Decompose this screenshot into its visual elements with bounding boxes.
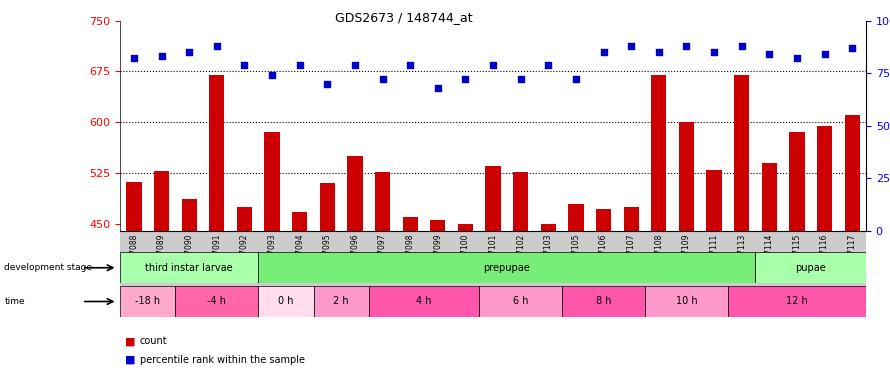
Bar — [541, 224, 556, 375]
Point — [431, 85, 445, 91]
Bar — [430, 220, 445, 375]
Point — [376, 76, 390, 82]
Bar — [120, 252, 258, 283]
Point — [651, 49, 666, 55]
Bar — [347, 156, 362, 375]
Text: -18 h: -18 h — [135, 297, 160, 306]
Point — [210, 43, 224, 49]
Point — [679, 43, 693, 49]
Point — [182, 49, 197, 55]
Bar — [126, 182, 142, 375]
Bar — [154, 171, 169, 375]
Bar — [679, 122, 694, 375]
Text: -4 h: -4 h — [207, 297, 226, 306]
Bar — [485, 166, 501, 375]
Text: pupae: pupae — [796, 263, 826, 273]
Bar — [569, 204, 584, 375]
Bar — [237, 207, 252, 375]
Text: prepupae: prepupae — [483, 263, 530, 273]
Bar — [651, 75, 667, 375]
Text: time: time — [4, 297, 25, 306]
Text: ■: ■ — [125, 336, 135, 346]
Bar — [313, 286, 368, 317]
Bar — [457, 224, 473, 375]
Bar — [479, 286, 562, 317]
Text: 4 h: 4 h — [417, 297, 432, 306]
Text: ■: ■ — [125, 355, 135, 365]
Point — [403, 62, 417, 68]
Point — [845, 45, 859, 51]
Bar — [209, 75, 224, 375]
Bar — [845, 116, 860, 375]
Bar — [762, 163, 777, 375]
Bar — [264, 132, 279, 375]
Point — [762, 51, 776, 57]
Point — [596, 49, 611, 55]
Bar — [707, 170, 722, 375]
Point — [569, 76, 583, 82]
Point — [265, 72, 279, 78]
Point — [541, 62, 555, 68]
Point — [155, 53, 169, 59]
Text: third instar larvae: third instar larvae — [145, 263, 233, 273]
Text: 12 h: 12 h — [786, 297, 808, 306]
Text: GDS2673 / 148744_at: GDS2673 / 148744_at — [335, 11, 473, 24]
Point — [486, 62, 500, 68]
Bar — [402, 217, 417, 375]
Text: 10 h: 10 h — [676, 297, 697, 306]
Bar — [817, 126, 832, 375]
Bar — [645, 286, 728, 317]
Bar — [756, 252, 866, 283]
Point — [514, 76, 528, 82]
Point — [127, 56, 142, 62]
Point — [734, 43, 748, 49]
Bar — [368, 286, 479, 317]
Text: percentile rank within the sample: percentile rank within the sample — [140, 355, 304, 365]
Bar — [596, 209, 611, 375]
Bar — [258, 286, 313, 317]
Bar — [734, 75, 749, 375]
Bar — [789, 132, 805, 375]
Point — [293, 62, 307, 68]
Bar — [624, 207, 639, 375]
Bar — [175, 286, 258, 317]
Bar — [292, 211, 307, 375]
Bar — [182, 199, 197, 375]
Text: 2 h: 2 h — [334, 297, 349, 306]
Text: count: count — [140, 336, 167, 346]
Bar — [562, 286, 645, 317]
Point — [458, 76, 473, 82]
Bar — [375, 172, 390, 375]
Bar — [728, 286, 866, 317]
Bar — [514, 172, 529, 375]
Point — [707, 49, 721, 55]
Point — [238, 62, 252, 68]
Point — [348, 62, 362, 68]
Text: development stage: development stage — [4, 263, 93, 272]
Point — [320, 81, 335, 87]
Bar — [258, 252, 756, 283]
Point — [624, 43, 638, 49]
Point — [789, 56, 804, 62]
Bar — [320, 183, 335, 375]
Text: 8 h: 8 h — [595, 297, 611, 306]
Text: 6 h: 6 h — [513, 297, 529, 306]
Point — [817, 51, 831, 57]
Bar — [120, 286, 175, 317]
Text: 0 h: 0 h — [279, 297, 294, 306]
